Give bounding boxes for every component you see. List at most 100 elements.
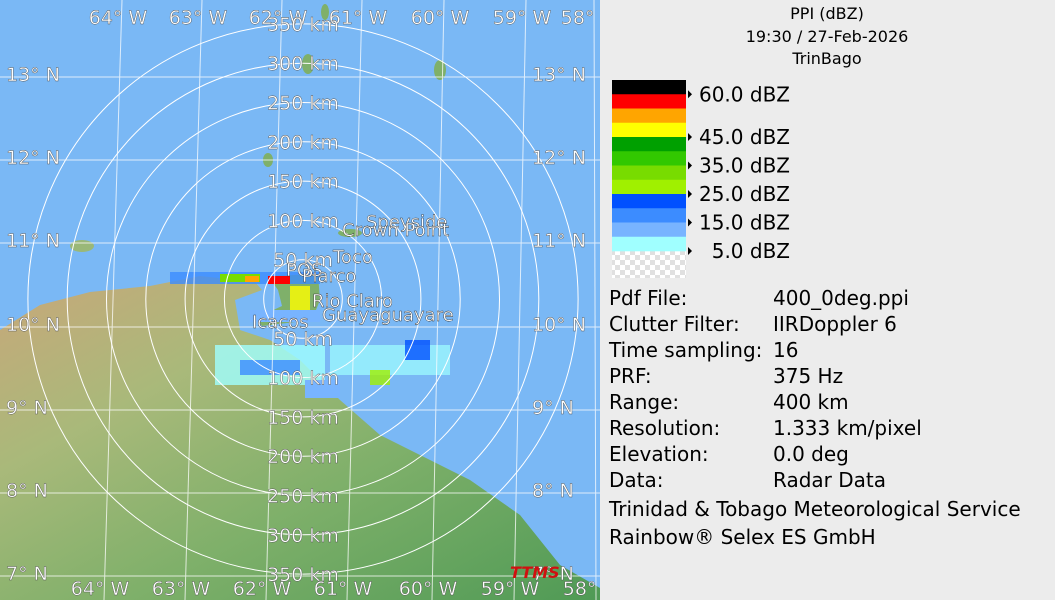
radar-map [0,0,600,600]
range-ring [27,23,579,575]
product: PPI (dBZ) [790,4,864,23]
mainland [0,276,600,600]
lat-label: 10° N [6,314,60,336]
lon-label: 60° W [411,7,470,29]
place-label: Speyside [366,212,447,233]
legend-swatch [612,137,686,152]
st-vincent [302,54,314,74]
lon-label: 61° W [329,7,388,29]
echoes [170,272,450,398]
place-label: Toco [332,247,373,268]
info-value: 1.333 km/pixel [773,416,922,440]
place-label: POS [286,260,322,281]
lon-label: 63° W [152,578,211,600]
info-value: 400_0deg.ppi [773,286,909,310]
map-labels: 13° N 13° N 12° N 12° N 11° N 11° N 10° N 10° N… [6,7,622,600]
lon-label: 62° W [249,7,308,29]
lon-line [103,0,123,600]
lat-label: 8° N [6,480,48,502]
legend-swatch [612,222,686,238]
place-label: Icacos [252,312,309,333]
info-key: Range: [609,390,679,414]
info-key: Resolution: [609,416,720,440]
legend-label: 25.0 dBZ [699,182,790,206]
logo: TTMS [510,563,560,582]
legend-swatch [612,94,686,109]
place-label: Guayaguayare [322,305,454,326]
lon-label: 63° W [169,7,228,29]
site: TrinBago [791,49,861,68]
range-label: 300 km [267,525,339,547]
info-value: 16 [773,338,798,362]
range-ring [263,259,343,339]
legend-swatch [612,194,686,209]
lat-label: 7° N [532,563,574,585]
range-label: 150 km [267,171,339,193]
range-label: 150 km [267,407,339,429]
range-rings [27,23,579,575]
lon-line [593,0,597,600]
info-value: IIRDoppler 6 [773,312,897,336]
range-label: 250 km [267,486,339,508]
lat-label: 11° N [532,230,586,252]
info-key: PRF: [609,364,652,388]
legend-tick [688,133,692,141]
lat-label: 10° N [532,314,586,336]
lon-label: 64° W [89,7,148,29]
place-label: Crown Point [342,220,449,241]
legend-swatch [612,108,686,124]
range-ring [106,102,500,496]
lon-line [265,0,283,600]
info-key: Pdf File: [609,286,687,310]
legend-tick [688,190,692,198]
lon-label: 58° W [563,578,622,600]
range-label: 250 km [267,93,339,115]
range-label: 200 km [267,132,339,154]
lon-label: 58° W [561,7,620,29]
lat-label: 13° N [6,64,60,86]
lon-label: 61° W [314,578,373,600]
legend-tick [688,90,692,99]
legend-swatch [612,80,686,95]
legend-swatch [612,208,686,223]
legend-swatch [612,165,686,181]
range-label: 50 km [273,250,333,272]
range-label: 350 km [267,14,339,36]
range-label: 100 km [267,368,339,390]
legend-tick [688,218,692,227]
range-label: 200 km [267,446,339,468]
range-ring [223,219,383,379]
credit: Rainbow® Selex ES GmbH [609,525,876,549]
st-lucia [321,4,329,20]
lon-line [431,0,445,600]
lat-label: 8° N [532,480,574,502]
legend-tick [688,161,692,170]
place-label: Rio Claro [312,291,393,312]
legend-label: 15.0 dBZ [699,211,790,235]
lon-line [346,0,363,600]
range-label: 100 km [267,210,339,232]
range-ring [145,141,461,457]
lat-label: 13° N [532,64,586,86]
legend-tick [688,247,692,255]
range-label: 350 km [267,564,339,586]
legend-label: 60.0 dBZ [699,82,790,106]
lat-label: 7° N [6,563,48,585]
legend-swatch-transparent [612,251,686,278]
info-key: Clutter Filter: [609,312,740,336]
credit: Trinidad & Tobago Meteorological Service [608,497,1021,521]
lon-label: 59° W [493,7,552,29]
info: Pdf File: 400_0deg.ppi Clutter Filter: IIRD… [608,286,1021,549]
lat-label: 12° N [532,147,586,169]
range-label: 300 km [267,53,339,75]
legend-swatch [612,151,686,166]
lon-label: 64° W [71,578,130,600]
legend-label: 35.0 dBZ [699,154,790,178]
legend-swatch [612,236,686,252]
legend-label: 45.0 dBZ [699,125,790,149]
legend-swatch [612,122,686,138]
info-value: 400 km [773,390,849,414]
info-key: Elevation: [609,442,709,466]
lon-line [513,0,527,600]
